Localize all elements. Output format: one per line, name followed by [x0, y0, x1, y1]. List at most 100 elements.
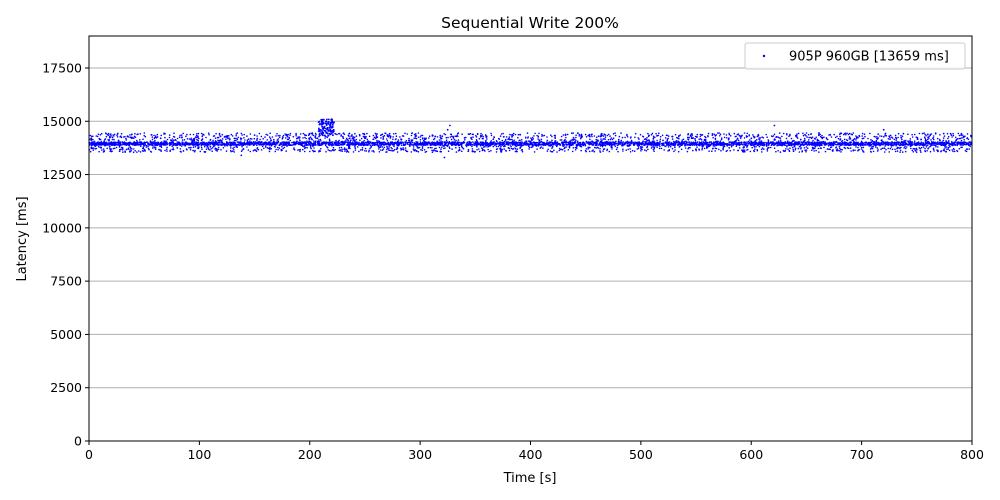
data-point [129, 149, 131, 151]
data-point [472, 136, 474, 138]
data-point [854, 149, 856, 151]
data-point [843, 138, 846, 141]
data-point [911, 136, 914, 138]
data-point [582, 141, 584, 144]
data-point [964, 143, 966, 146]
data-point [817, 147, 820, 150]
data-point [700, 138, 703, 141]
data-point [166, 143, 169, 146]
data-point [364, 135, 366, 138]
data-point [589, 138, 591, 141]
data-point [741, 143, 743, 145]
data-point [431, 149, 433, 152]
data-point [708, 150, 710, 152]
data-point [727, 139, 730, 141]
data-point [136, 139, 138, 142]
data-point [651, 140, 654, 143]
data-point [926, 144, 928, 147]
data-point [302, 132, 305, 135]
data-point [211, 150, 213, 153]
data-point [750, 140, 752, 143]
data-point [915, 151, 918, 153]
data-point [326, 136, 328, 138]
data-point [314, 136, 316, 139]
data-point [266, 134, 269, 136]
data-point [217, 148, 220, 151]
data-point [508, 137, 510, 140]
data-point [450, 135, 453, 137]
data-point [420, 134, 423, 137]
data-point [379, 149, 382, 151]
data-point [462, 147, 465, 150]
data-point [966, 133, 969, 135]
data-point [137, 133, 139, 135]
data-points [88, 118, 973, 159]
data-point [291, 141, 293, 144]
data-point [800, 141, 803, 143]
data-point [538, 132, 540, 135]
data-point [154, 139, 156, 142]
data-point [119, 142, 121, 144]
data-point [947, 137, 949, 140]
data-point [594, 146, 596, 149]
data-point [600, 141, 602, 143]
data-point [862, 146, 865, 149]
data-point [517, 136, 519, 139]
data-point [591, 150, 593, 152]
data-point [554, 134, 556, 137]
data-point [471, 133, 474, 136]
data-point [703, 147, 706, 150]
data-point [264, 146, 267, 148]
data-point [763, 141, 765, 144]
data-point [226, 141, 228, 143]
data-point [308, 142, 310, 145]
data-point [159, 145, 161, 147]
data-point [610, 137, 613, 139]
data-point [286, 135, 289, 138]
data-point [668, 143, 671, 145]
data-point [394, 138, 397, 141]
data-point [378, 140, 380, 142]
data-point [417, 151, 420, 153]
data-point [696, 136, 698, 138]
data-point [278, 136, 281, 138]
data-point [355, 135, 358, 137]
data-point [160, 134, 162, 137]
data-point [352, 139, 355, 141]
data-point [106, 147, 108, 150]
data-point [588, 134, 590, 136]
data-point [712, 136, 714, 139]
data-point [957, 143, 960, 145]
data-point [434, 147, 436, 150]
data-point [423, 137, 426, 139]
data-point [381, 149, 384, 151]
data-point [274, 146, 277, 148]
data-point [922, 141, 924, 144]
data-point [92, 149, 95, 151]
data-point [383, 141, 385, 144]
data-point [278, 147, 281, 149]
data-point [922, 146, 925, 148]
data-point [253, 142, 256, 145]
data-point [798, 151, 801, 153]
data-point [342, 132, 345, 134]
data-point [708, 145, 711, 147]
data-point [854, 137, 856, 140]
data-point [661, 134, 664, 137]
data-point [370, 141, 372, 144]
data-point [516, 148, 519, 150]
data-point [497, 137, 500, 140]
data-point [666, 134, 668, 137]
data-point [215, 141, 218, 143]
data-point [794, 147, 797, 150]
data-point [690, 136, 693, 138]
data-point [692, 149, 694, 152]
data-point [406, 143, 409, 145]
data-point [593, 150, 596, 153]
data-point [883, 147, 885, 149]
data-point [964, 135, 966, 137]
chart-title: Sequential Write 200% [441, 14, 619, 32]
data-point [567, 149, 570, 151]
data-point [252, 141, 255, 143]
data-point [606, 140, 608, 143]
